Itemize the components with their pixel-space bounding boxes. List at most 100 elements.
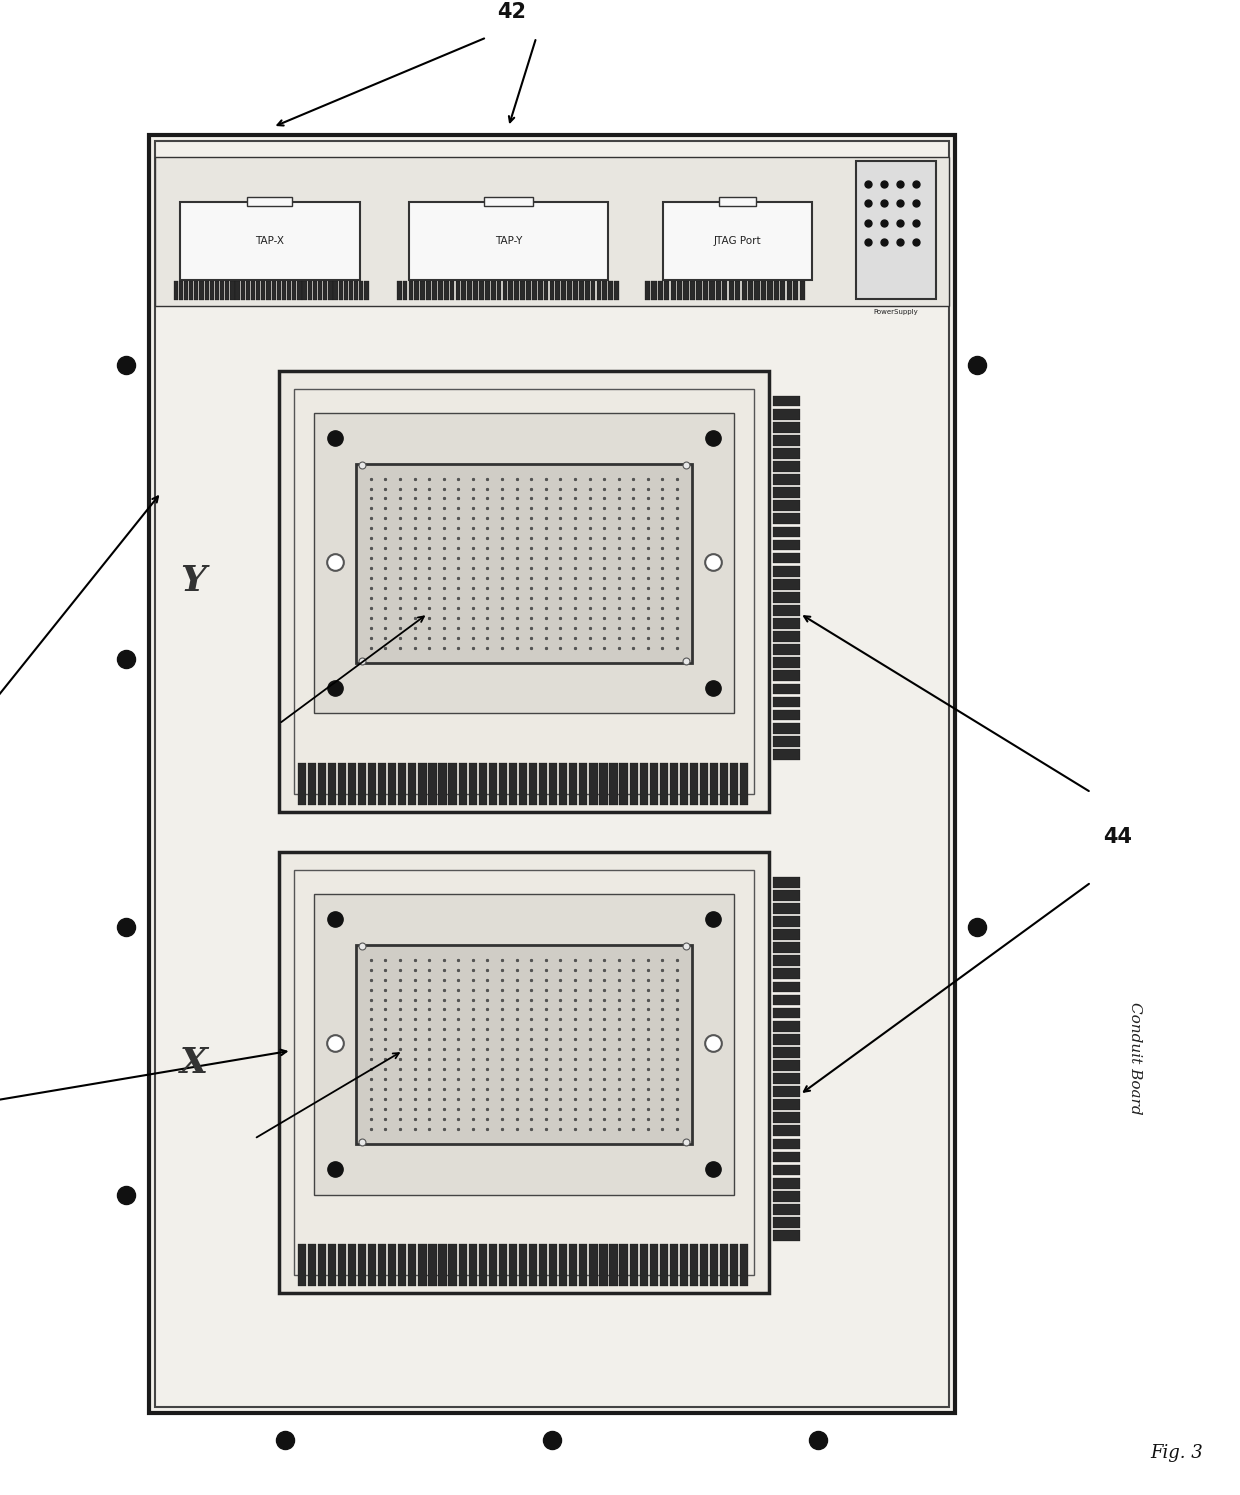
Text: Y: Y bbox=[180, 565, 206, 598]
Bar bbox=[569, 1244, 578, 1286]
Text: Conduit Board: Conduit Board bbox=[1127, 1002, 1142, 1114]
Bar bbox=[378, 1244, 387, 1286]
Bar bbox=[498, 762, 507, 804]
Bar bbox=[773, 617, 800, 629]
Bar bbox=[368, 762, 376, 804]
Bar bbox=[556, 281, 560, 300]
Bar bbox=[247, 197, 293, 206]
Bar bbox=[485, 281, 490, 300]
Bar bbox=[314, 413, 734, 713]
Bar bbox=[742, 281, 746, 300]
Bar bbox=[334, 281, 337, 300]
Bar bbox=[640, 762, 647, 804]
Bar bbox=[730, 762, 738, 804]
Bar bbox=[773, 670, 800, 682]
Bar bbox=[720, 762, 728, 804]
Bar bbox=[538, 281, 543, 300]
Bar bbox=[711, 762, 718, 804]
Bar bbox=[398, 1244, 407, 1286]
Bar bbox=[773, 553, 800, 564]
Bar bbox=[773, 658, 800, 668]
Bar bbox=[518, 762, 527, 804]
Bar bbox=[773, 697, 800, 707]
Bar bbox=[467, 281, 472, 300]
Bar bbox=[773, 1178, 800, 1189]
Bar bbox=[267, 281, 270, 300]
Bar bbox=[585, 281, 589, 300]
Bar bbox=[663, 202, 812, 280]
Bar bbox=[439, 1244, 446, 1286]
Text: X: X bbox=[180, 1045, 208, 1079]
Bar bbox=[491, 281, 496, 300]
Bar bbox=[773, 565, 800, 577]
Bar bbox=[800, 281, 805, 300]
Bar bbox=[773, 513, 800, 525]
Bar bbox=[409, 202, 608, 280]
Bar bbox=[308, 281, 312, 300]
Bar bbox=[697, 281, 702, 300]
Bar bbox=[567, 281, 572, 300]
Bar bbox=[236, 281, 239, 300]
Bar bbox=[327, 762, 336, 804]
Bar bbox=[257, 281, 260, 300]
Bar bbox=[539, 762, 547, 804]
Bar bbox=[324, 281, 327, 300]
Bar bbox=[281, 281, 286, 300]
Bar bbox=[645, 281, 650, 300]
Bar bbox=[317, 1244, 326, 1286]
Bar bbox=[188, 281, 193, 300]
Bar bbox=[720, 1244, 728, 1286]
Bar bbox=[479, 281, 484, 300]
Bar bbox=[356, 945, 692, 1144]
Bar bbox=[358, 762, 366, 804]
Bar bbox=[856, 161, 936, 299]
Bar bbox=[317, 762, 326, 804]
Bar bbox=[279, 852, 769, 1293]
Bar bbox=[414, 281, 419, 300]
Bar bbox=[722, 281, 728, 300]
Bar bbox=[711, 1244, 718, 1286]
Bar bbox=[279, 371, 769, 812]
Bar bbox=[518, 1244, 527, 1286]
Bar bbox=[670, 762, 678, 804]
Bar bbox=[614, 281, 619, 300]
Bar bbox=[773, 878, 800, 888]
Bar bbox=[508, 762, 517, 804]
Bar bbox=[773, 592, 800, 602]
Bar bbox=[450, 281, 455, 300]
Bar bbox=[408, 1244, 417, 1286]
Bar bbox=[774, 281, 779, 300]
Bar bbox=[489, 1244, 497, 1286]
Bar bbox=[773, 722, 800, 734]
Bar bbox=[438, 281, 443, 300]
Bar bbox=[293, 281, 296, 300]
Bar bbox=[773, 1192, 800, 1202]
Bar bbox=[773, 1151, 800, 1163]
Bar bbox=[308, 1244, 316, 1286]
Bar bbox=[773, 736, 800, 746]
Bar bbox=[215, 281, 219, 300]
Bar bbox=[573, 281, 578, 300]
Bar bbox=[596, 281, 601, 300]
Bar bbox=[609, 1244, 618, 1286]
Bar bbox=[360, 281, 363, 300]
Bar bbox=[773, 579, 800, 589]
Bar bbox=[689, 1244, 698, 1286]
Bar bbox=[773, 890, 800, 900]
Bar bbox=[348, 281, 353, 300]
Bar bbox=[773, 1046, 800, 1058]
Bar bbox=[773, 942, 800, 954]
Bar bbox=[665, 281, 670, 300]
Bar bbox=[754, 281, 760, 300]
Bar bbox=[703, 281, 708, 300]
Bar bbox=[773, 930, 800, 940]
Bar bbox=[670, 1244, 678, 1286]
Bar bbox=[773, 969, 800, 979]
Bar bbox=[719, 197, 756, 206]
Bar bbox=[508, 281, 513, 300]
Bar bbox=[308, 762, 316, 804]
Bar bbox=[589, 762, 598, 804]
Bar bbox=[449, 1244, 456, 1286]
Bar bbox=[773, 982, 800, 993]
Bar bbox=[388, 1244, 397, 1286]
